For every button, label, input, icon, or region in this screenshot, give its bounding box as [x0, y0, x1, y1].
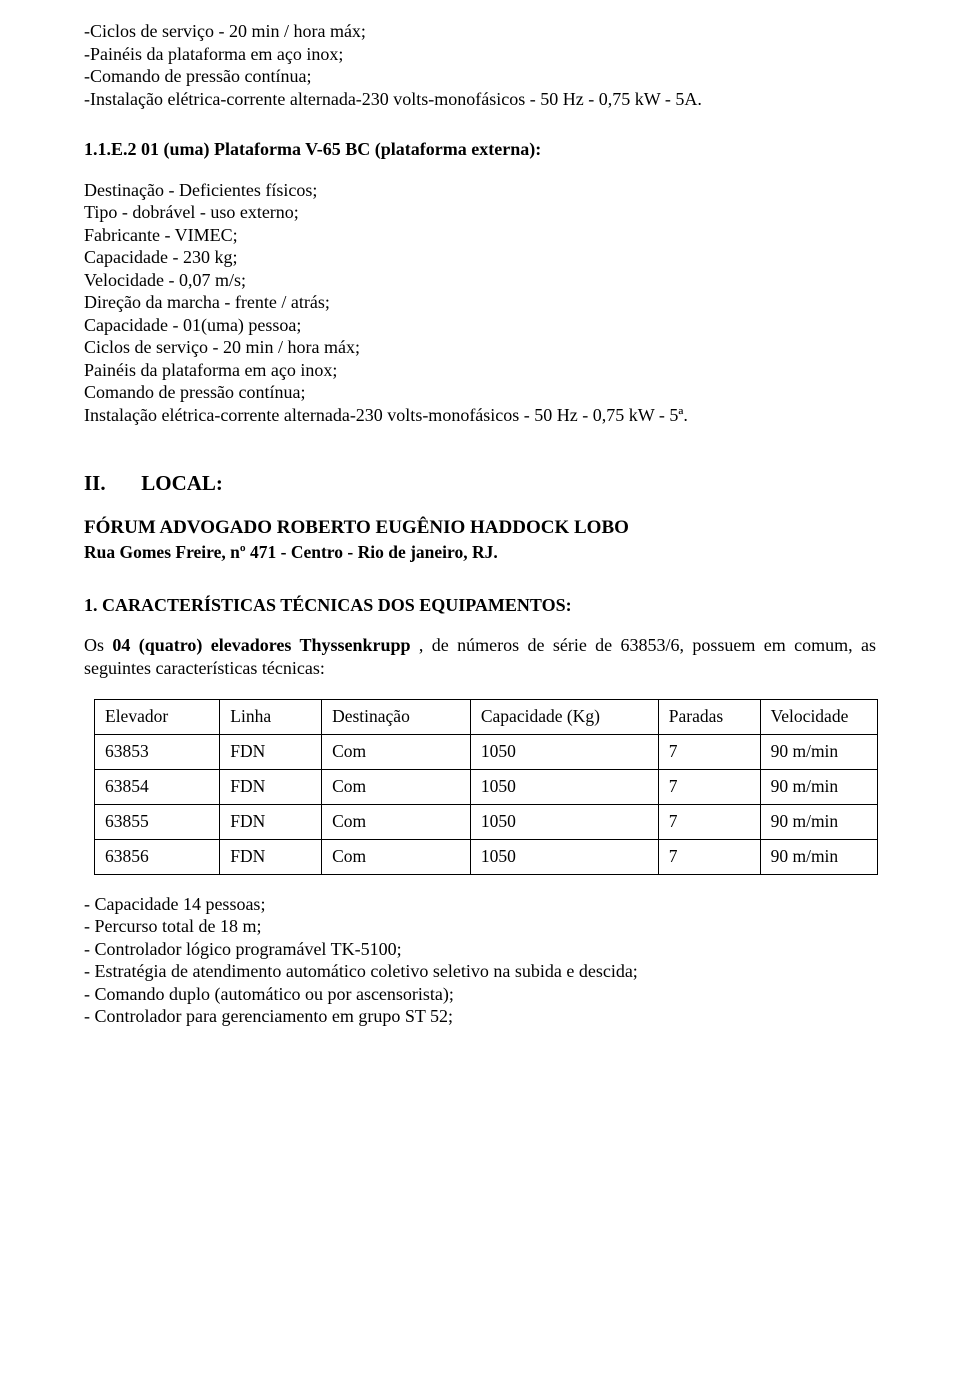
- section-label: LOCAL:: [141, 471, 223, 495]
- table-header-cell: Paradas: [658, 700, 760, 735]
- spec-line: Capacidade - 230 kg;: [84, 246, 876, 269]
- table-cell: 1050: [470, 839, 658, 874]
- table-cell: 1050: [470, 770, 658, 805]
- table-header-cell: Elevador: [95, 700, 220, 735]
- table-cell: Com: [322, 735, 471, 770]
- section-heading-1-1-E-2: 1.1.E.2 01 (uma) Plataforma V-65 BC (pla…: [84, 138, 876, 161]
- section-heading-1-caracteristicas: 1. CARACTERÍSTICAS TÉCNICAS DOS EQUIPAME…: [84, 594, 876, 617]
- forum-name: FÓRUM ADVOGADO ROBERTO EUGÊNIO HADDOCK L…: [84, 516, 876, 540]
- spec-line: Painéis da plataforma em aço inox;: [84, 359, 876, 382]
- table-row: 63853 FDN Com 1050 7 90 m/min: [95, 735, 878, 770]
- table-cell: 1050: [470, 735, 658, 770]
- table-row: 63856 FDN Com 1050 7 90 m/min: [95, 839, 878, 874]
- table-cell: 7: [658, 805, 760, 840]
- spec-line: -Instalação elétrica-corrente alternada-…: [84, 88, 876, 111]
- table-cell: 1050: [470, 805, 658, 840]
- spec-line: Direção da marcha - frente / atrás;: [84, 291, 876, 314]
- table-header-cell: Linha: [220, 700, 322, 735]
- table-cell: Com: [322, 839, 471, 874]
- table-cell: Com: [322, 770, 471, 805]
- table-cell: 7: [658, 735, 760, 770]
- spec-line: Fabricante - VIMEC;: [84, 224, 876, 247]
- spec-line: Velocidade - 0,07 m/s;: [84, 269, 876, 292]
- spec-line: - Comando duplo (automático ou por ascen…: [84, 983, 876, 1006]
- spec-line: Comando de pressão contínua;: [84, 381, 876, 404]
- table-cell: 7: [658, 770, 760, 805]
- spec-line: -Ciclos de serviço - 20 min / hora máx;: [84, 20, 876, 43]
- spec-block-3: - Capacidade 14 pessoas; - Percurso tota…: [84, 893, 876, 1028]
- table-cell: 63856: [95, 839, 220, 874]
- table-cell: 7: [658, 839, 760, 874]
- section-number: II.: [84, 470, 136, 496]
- table-cell: 63853: [95, 735, 220, 770]
- table-cell: FDN: [220, 839, 322, 874]
- table-cell: 90 m/min: [760, 839, 877, 874]
- spec-line: Ciclos de serviço - 20 min / hora máx;: [84, 336, 876, 359]
- forum-address: Rua Gomes Freire, nº 471 - Centro - Rio …: [84, 542, 876, 564]
- spec-line: - Controlador para gerenciamento em grup…: [84, 1005, 876, 1028]
- table-cell: 63854: [95, 770, 220, 805]
- spec-line: Instalação elétrica-corrente alternada-2…: [84, 404, 876, 427]
- spec-line: -Painéis da plataforma em aço inox;: [84, 43, 876, 66]
- intro-bold: 04 (quatro) elevadores Thyssenkrupp: [112, 635, 410, 655]
- table-cell: 90 m/min: [760, 770, 877, 805]
- spec-block-1: -Ciclos de serviço - 20 min / hora máx; …: [84, 20, 876, 110]
- spec-line: - Estratégia de atendimento automático c…: [84, 960, 876, 983]
- table-header-row: Elevador Linha Destinação Capacidade (Kg…: [95, 700, 878, 735]
- table-cell: 63855: [95, 805, 220, 840]
- intro-pre: Os: [84, 635, 112, 655]
- spec-line: Capacidade - 01(uma) pessoa;: [84, 314, 876, 337]
- table-header-cell: Capacidade (Kg): [470, 700, 658, 735]
- table-cell: Com: [322, 805, 471, 840]
- spec-block-2: Destinação - Deficientes físicos; Tipo -…: [84, 179, 876, 427]
- elevators-table: Elevador Linha Destinação Capacidade (Kg…: [94, 699, 878, 874]
- section-heading-II-local: II. LOCAL:: [84, 470, 876, 496]
- spec-line: - Controlador lógico programável TK-5100…: [84, 938, 876, 961]
- intro-paragraph: Os 04 (quatro) elevadores Thyssenkrupp ,…: [84, 634, 876, 679]
- table-cell: 90 m/min: [760, 805, 877, 840]
- spec-line: -Comando de pressão contínua;: [84, 65, 876, 88]
- table-cell: FDN: [220, 770, 322, 805]
- table-cell: 90 m/min: [760, 735, 877, 770]
- table-cell: FDN: [220, 805, 322, 840]
- spec-line: Destinação - Deficientes físicos;: [84, 179, 876, 202]
- table-row: 63854 FDN Com 1050 7 90 m/min: [95, 770, 878, 805]
- spec-line: Tipo - dobrável - uso externo;: [84, 201, 876, 224]
- table-header-cell: Destinação: [322, 700, 471, 735]
- table-row: 63855 FDN Com 1050 7 90 m/min: [95, 805, 878, 840]
- table-header-cell: Velocidade: [760, 700, 877, 735]
- document-page: -Ciclos de serviço - 20 min / hora máx; …: [0, 0, 960, 1385]
- spec-line: - Percurso total de 18 m;: [84, 915, 876, 938]
- spec-line: - Capacidade 14 pessoas;: [84, 893, 876, 916]
- table-cell: FDN: [220, 735, 322, 770]
